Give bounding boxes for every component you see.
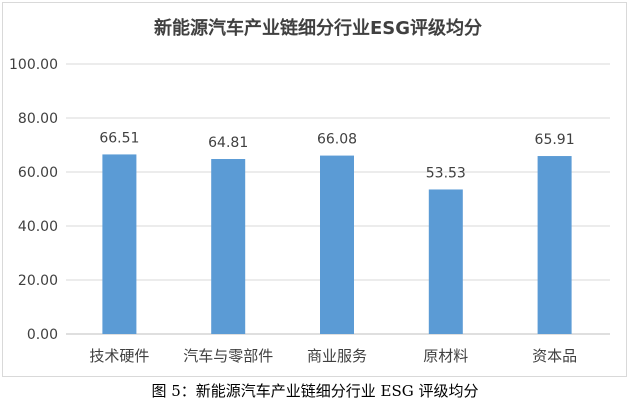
x-category-label: 商业服务 [307,347,367,365]
data-label: 65.91 [535,132,575,148]
x-axis-category-labels: 技术硬件 汽车与零部件 商业服务 原材料 资本品 [89,347,577,365]
bar [102,154,137,334]
data-label: 66.08 [317,132,357,148]
bars [102,154,572,334]
data-label: 53.53 [426,165,466,181]
y-tick-label: 60.00 [18,165,58,181]
x-category-label: 汽车与零部件 [183,347,273,365]
x-category-label: 技术硬件 [89,347,149,365]
grid-lines [66,63,610,335]
y-tick-label: 20.00 [18,273,58,289]
bar [320,155,354,334]
x-category-label: 原材料 [423,347,468,365]
chart-title: 新能源汽车产业链细分行业ESG评级均分 [154,17,482,39]
bar [537,156,572,334]
data-label: 64.81 [208,135,248,151]
bar-chart: 新能源汽车产业链细分行业ESG评级均分 0.00 20.00 40.00 60.00 8… [9,17,610,365]
y-tick-label: 100.00 [9,57,58,73]
figure-caption: 图 5：新能源汽车产业链细分行业 ESG 评级均分 [151,382,479,400]
data-label: 66.51 [99,130,139,146]
y-tick-label: 40.00 [18,219,58,235]
y-tick-label: 80.00 [18,111,58,127]
y-axis-tick-labels: 0.00 20.00 40.00 60.00 80.00 100.00 [9,57,58,343]
x-category-label: 资本品 [532,347,577,365]
data-labels: 66.51 64.81 66.08 53.53 65.91 [99,130,574,181]
bar [428,189,463,334]
bar [211,159,246,334]
y-tick-label: 0.00 [27,327,58,343]
